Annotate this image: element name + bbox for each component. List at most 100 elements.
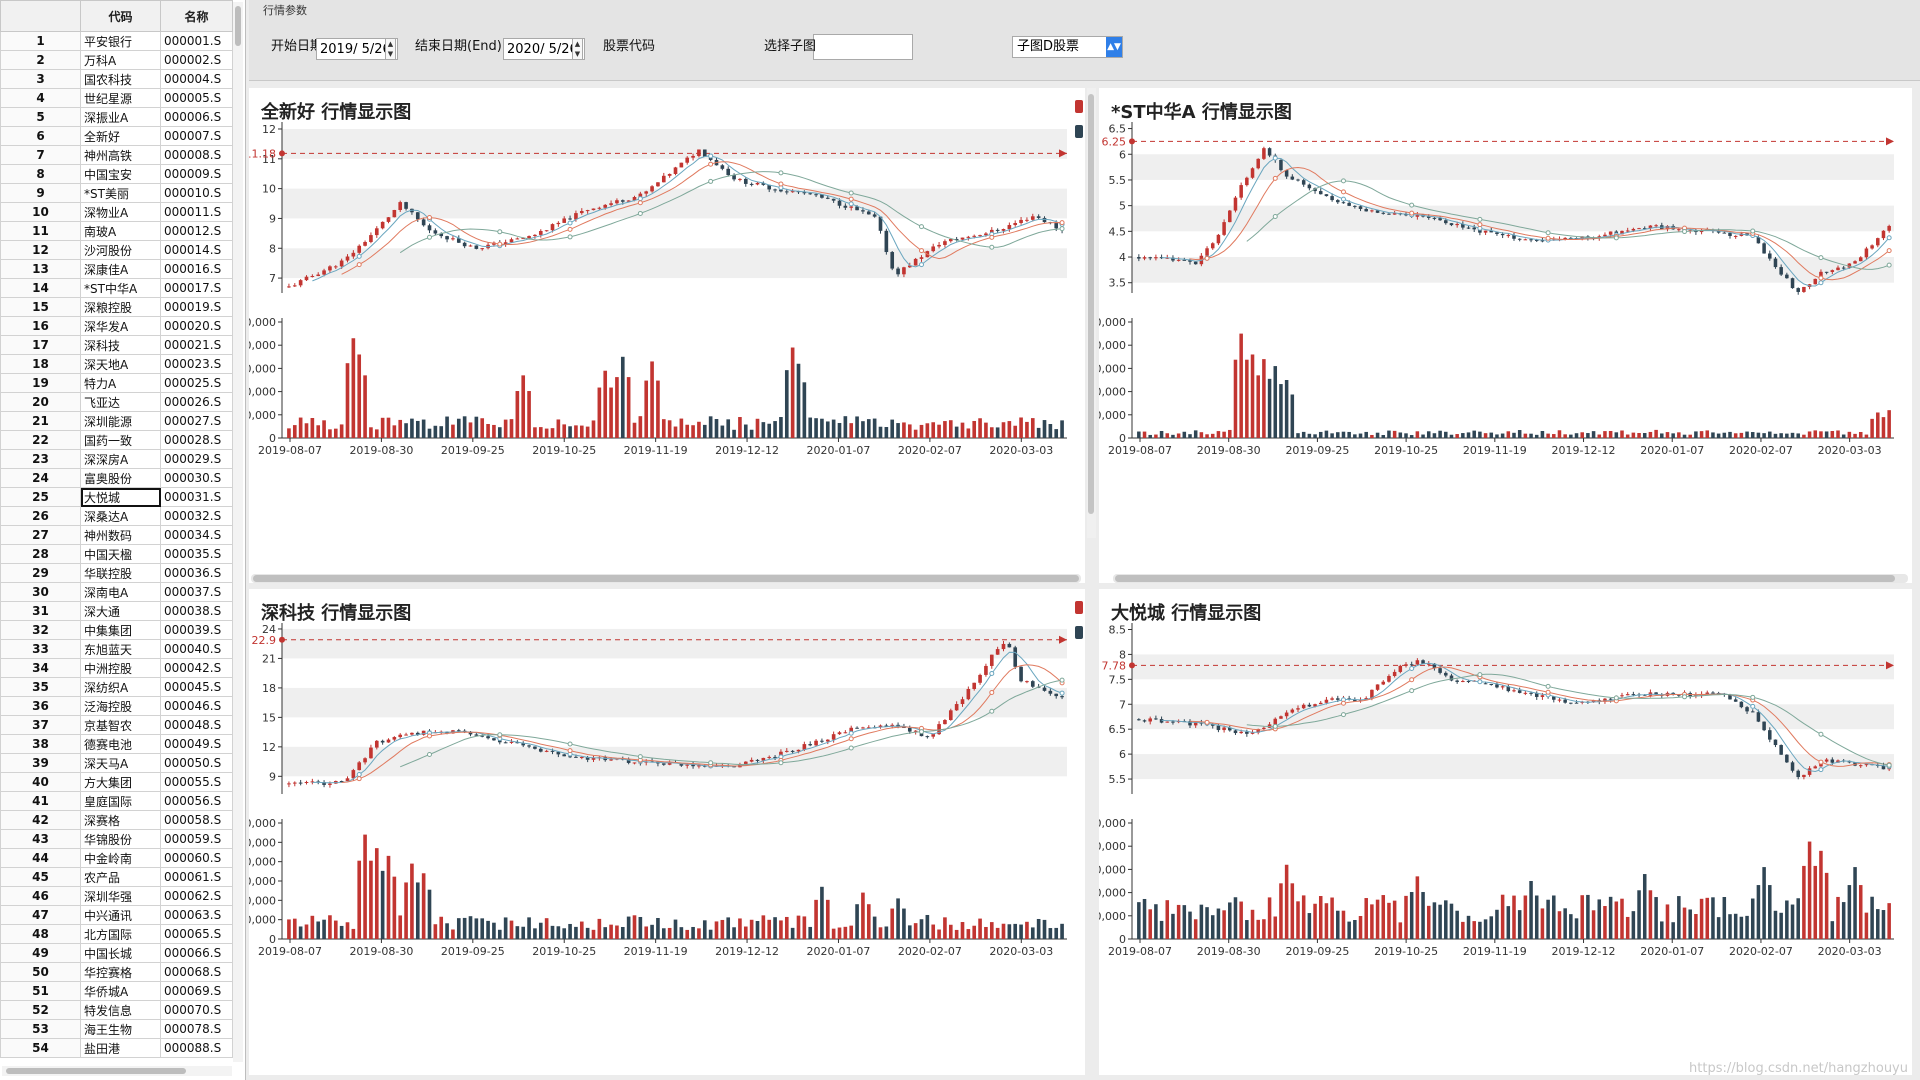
row-index[interactable]: 39 <box>0 753 81 773</box>
table-horizontal-scrollbar[interactable] <box>2 1066 232 1076</box>
table-row[interactable]: 14 *ST中华A 000017.S <box>0 278 233 298</box>
candlestick-chart[interactable]: 9 12 15 18 21 24 0 500,000 1,000,000 1,500,000 2,0… <box>249 589 1085 1075</box>
stock-name-cell[interactable]: 农产品 <box>80 867 161 887</box>
table-row[interactable]: 54 盐田港 000088.S <box>0 1038 233 1058</box>
table-row[interactable]: 9 *ST美丽 000010.S <box>0 183 233 203</box>
chart-horizontal-scrollbar[interactable] <box>251 574 1081 583</box>
stock-name-cell[interactable]: 华控赛格 <box>80 962 161 982</box>
chevron-down-icon[interactable]: ▲▼ <box>1106 37 1122 57</box>
stock-code-cell[interactable]: 000016.S <box>160 259 233 279</box>
stock-code-cell[interactable]: 000056.S <box>160 791 233 811</box>
stock-name-cell[interactable]: 深华发A <box>80 316 161 336</box>
table-row[interactable]: 43 华锦股份 000059.S <box>0 829 233 849</box>
stock-code-cell[interactable]: 000035.S <box>160 544 233 564</box>
stock-code-cell[interactable]: 000025.S <box>160 373 233 393</box>
table-row[interactable]: 31 深大通 000038.S <box>0 601 233 621</box>
row-index[interactable]: 51 <box>0 981 81 1001</box>
row-index[interactable]: 18 <box>0 354 81 374</box>
table-row[interactable]: 23 深深房A 000029.S <box>0 449 233 469</box>
stock-name-cell[interactable]: *ST美丽 <box>80 183 161 203</box>
table-row[interactable]: 26 深桑达A 000032.S <box>0 506 233 526</box>
stock-name-cell[interactable]: 皇庭国际 <box>80 791 161 811</box>
stock-name-cell[interactable]: 全新好 <box>80 126 161 146</box>
table-row[interactable]: 30 深南电A 000037.S <box>0 582 233 602</box>
stock-name-cell[interactable]: 中国长城 <box>80 943 161 963</box>
table-row[interactable]: 16 深华发A 000020.S <box>0 316 233 336</box>
stock-name-cell[interactable]: 京基智农 <box>80 715 161 735</box>
stock-name-cell[interactable]: 富奥股份 <box>80 468 161 488</box>
stock-name-cell[interactable]: 华侨城A <box>80 981 161 1001</box>
row-index[interactable]: 3 <box>0 69 81 89</box>
candlestick-chart[interactable]: 7 8 9 10 11 12 0 100,000 200,000 300,000 400,000 50… <box>249 88 1085 583</box>
table-row[interactable]: 1 平安银行 000001.S <box>0 31 233 51</box>
stock-code-cell[interactable]: 000014.S <box>160 240 233 260</box>
table-row[interactable]: 18 深天地A 000023.S <box>0 354 233 374</box>
table-row[interactable]: 46 深圳华强 000062.S <box>0 886 233 906</box>
table-row[interactable]: 33 东旭蓝天 000040.S <box>0 639 233 659</box>
row-index[interactable]: 11 <box>0 221 81 241</box>
stock-code-cell[interactable]: 000020.S <box>160 316 233 336</box>
row-index[interactable]: 36 <box>0 696 81 716</box>
row-index[interactable]: 29 <box>0 563 81 583</box>
table-row[interactable]: 21 深圳能源 000027.S <box>0 411 233 431</box>
stock-code-cell[interactable]: 000046.S <box>160 696 233 716</box>
stock-name-cell[interactable]: 神州数码 <box>80 525 161 545</box>
start-date-stepper[interactable]: ▲ ▼ <box>385 38 396 60</box>
stock-name-cell[interactable]: 特发信息 <box>80 1000 161 1020</box>
stock-code-cell[interactable]: 000004.S <box>160 69 233 89</box>
row-index[interactable]: 22 <box>0 430 81 450</box>
row-index[interactable]: 28 <box>0 544 81 564</box>
table-row[interactable]: 51 华侨城A 000069.S <box>0 981 233 1001</box>
stock-code-cell[interactable]: 000008.S <box>160 145 233 165</box>
table-row[interactable]: 17 深科技 000021.S <box>0 335 233 355</box>
stock-code-cell[interactable]: 000029.S <box>160 449 233 469</box>
stock-code-cell[interactable]: 000063.S <box>160 905 233 925</box>
table-row[interactable]: 4 世纪星源 000005.S <box>0 88 233 108</box>
stock-code-cell[interactable]: 000058.S <box>160 810 233 830</box>
row-index[interactable]: 40 <box>0 772 81 792</box>
row-index[interactable]: 14 <box>0 278 81 298</box>
table-row[interactable]: 41 皇庭国际 000056.S <box>0 791 233 811</box>
stock-name-cell[interactable]: 深科技 <box>80 335 161 355</box>
row-index[interactable]: 5 <box>0 107 81 127</box>
row-index[interactable]: 45 <box>0 867 81 887</box>
stock-name-cell[interactable]: 泛海控股 <box>80 696 161 716</box>
table-row[interactable]: 32 中集集团 000039.S <box>0 620 233 640</box>
row-index[interactable]: 52 <box>0 1000 81 1020</box>
row-index[interactable]: 13 <box>0 259 81 279</box>
stock-code-cell[interactable]: 000059.S <box>160 829 233 849</box>
stock-name-cell[interactable]: *ST中华A <box>80 278 161 298</box>
stock-code-cell[interactable]: 000050.S <box>160 753 233 773</box>
row-index[interactable]: 27 <box>0 525 81 545</box>
row-index[interactable]: 19 <box>0 373 81 393</box>
stock-code-cell[interactable]: 000049.S <box>160 734 233 754</box>
stock-code-cell[interactable]: 000048.S <box>160 715 233 735</box>
table-row[interactable]: 11 南玻A 000012.S <box>0 221 233 241</box>
stock-code-cell[interactable]: 000065.S <box>160 924 233 944</box>
stock-name-cell[interactable]: 深天马A <box>80 753 161 773</box>
table-row[interactable]: 40 方大集团 000055.S <box>0 772 233 792</box>
stock-code-cell[interactable]: 000088.S <box>160 1038 233 1058</box>
stock-code-cell[interactable]: 000060.S <box>160 848 233 868</box>
stock-name-cell[interactable]: 东旭蓝天 <box>80 639 161 659</box>
legend-up-swatch[interactable] <box>1075 601 1083 614</box>
stock-code-cell[interactable]: 000010.S <box>160 183 233 203</box>
stock-name-cell[interactable]: 万科A <box>80 50 161 70</box>
stock-code-cell[interactable]: 000019.S <box>160 297 233 317</box>
table-row[interactable]: 2 万科A 000002.S <box>0 50 233 70</box>
row-index[interactable]: 12 <box>0 240 81 260</box>
table-row[interactable]: 35 深纺织A 000045.S <box>0 677 233 697</box>
row-index[interactable]: 41 <box>0 791 81 811</box>
stock-code-cell[interactable]: 000030.S <box>160 468 233 488</box>
stock-name-cell[interactable]: 神州高铁 <box>80 145 161 165</box>
stock-code-cell[interactable]: 000021.S <box>160 335 233 355</box>
candlestick-chart[interactable]: 3.5 4 4.5 5 5.5 6 6.5 0 200,000 400,000 600,000 800… <box>1099 88 1912 583</box>
column-header-code[interactable]: 代码 <box>80 0 161 32</box>
stock-name-cell[interactable]: 平安银行 <box>80 31 161 51</box>
stock-name-cell[interactable]: 华联控股 <box>80 563 161 583</box>
stock-code-cell[interactable]: 000038.S <box>160 601 233 621</box>
row-index[interactable]: 4 <box>0 88 81 108</box>
table-row[interactable]: 48 北方国际 000065.S <box>0 924 233 944</box>
row-index[interactable]: 50 <box>0 962 81 982</box>
table-row[interactable]: 19 特力A 000025.S <box>0 373 233 393</box>
